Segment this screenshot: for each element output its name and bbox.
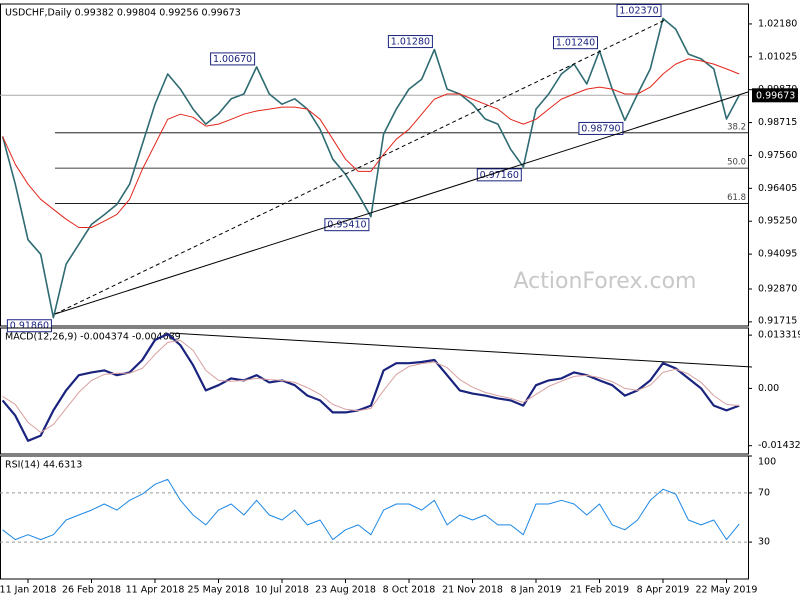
pane-title: USDCHF,Daily 0.99382 0.99804 0.99256 0.9… <box>5 8 241 19</box>
series-line <box>1 17 740 319</box>
series-line <box>2 58 740 228</box>
price-label: 0.99673 <box>756 90 795 101</box>
annotation-box <box>387 35 433 49</box>
x-tick-label: 8 Apr 2019 <box>637 585 690 596</box>
pane-frame <box>0 327 749 455</box>
pane-frame <box>0 3 749 327</box>
annotation-box <box>553 36 598 50</box>
x-tick-label: 11 Jan 2018 <box>0 585 56 596</box>
annotation-label: 1.02370 <box>619 6 658 17</box>
y-tick-label: 0.96405 <box>758 183 797 194</box>
x-tick-label: 22 May 2019 <box>696 585 758 596</box>
y-tick-label: 0.97560 <box>758 150 797 161</box>
watermark: ActionForex.com <box>514 269 697 294</box>
y-tick-label: 0.013319 <box>758 330 800 341</box>
y-tick-label: -0.014323 <box>758 440 800 451</box>
channel-line <box>54 19 666 315</box>
annotation-label: 0.95410 <box>327 220 366 231</box>
annotation-label: 0.97160 <box>480 170 519 181</box>
annotation-box <box>616 4 662 18</box>
y-tick-label: 0.92870 <box>758 283 797 294</box>
macd-trend-line <box>169 332 753 368</box>
annotation-label: 0.91860 <box>10 321 49 332</box>
y-tick-label: 0.98715 <box>758 117 797 128</box>
x-tick-label: 26 Feb 2018 <box>62 585 121 596</box>
fib-label: 61.8 <box>727 193 746 203</box>
annotation-label: 0.98790 <box>581 123 620 134</box>
pane-frame <box>0 455 749 580</box>
annotation-box <box>6 319 52 333</box>
y-tick-label: 1.01025 <box>758 51 797 62</box>
y-tick-label: 0.95250 <box>758 216 797 227</box>
x-tick-label: 23 Aug 2018 <box>315 585 376 596</box>
x-tick-label: 11 Apr 2018 <box>126 585 185 596</box>
y-tick-label: 100 <box>758 457 776 468</box>
y-tick-label: 1.02180 <box>758 18 797 29</box>
series-line <box>2 339 740 433</box>
annotation-label: 1.00670 <box>213 54 252 65</box>
x-tick-label: 21 Feb 2019 <box>570 585 629 596</box>
x-tick-label: 8 Oct 2018 <box>383 585 436 596</box>
x-tick-label: 10 Jul 2018 <box>255 585 309 596</box>
fib-label: 38.2 <box>727 122 746 132</box>
annotation-box <box>210 52 256 66</box>
annotation-box <box>476 168 522 182</box>
x-tick-label: 25 May 2018 <box>188 585 250 596</box>
annotation-label: 1.01240 <box>556 38 595 49</box>
annotation-label: 1.01280 <box>391 37 430 48</box>
plot-layer: USDCHF,Daily 0.99382 0.99804 0.99256 0.9… <box>0 3 800 596</box>
y-tick-label: 0.94095 <box>758 249 797 260</box>
pane-title: RSI(14) 44.6313 <box>5 460 82 471</box>
fib-label: 50.0 <box>727 158 746 168</box>
pane-title: MACD(12,26,9) -0.004374 -0.004689 <box>5 332 181 343</box>
y-tick-label: 70 <box>758 487 770 498</box>
y-tick-label: 30 <box>758 537 770 548</box>
y-tick-label: 0.00 <box>758 383 779 394</box>
x-tick-label: 21 Nov 2018 <box>442 585 503 596</box>
price-box <box>752 88 798 103</box>
annotation-box <box>324 218 370 232</box>
annotation-box <box>578 121 624 135</box>
trend-line <box>54 91 749 315</box>
series-line <box>2 478 740 541</box>
y-tick-label: 0.91715 <box>758 316 797 327</box>
x-tick-label: 8 Jan 2019 <box>511 585 562 596</box>
